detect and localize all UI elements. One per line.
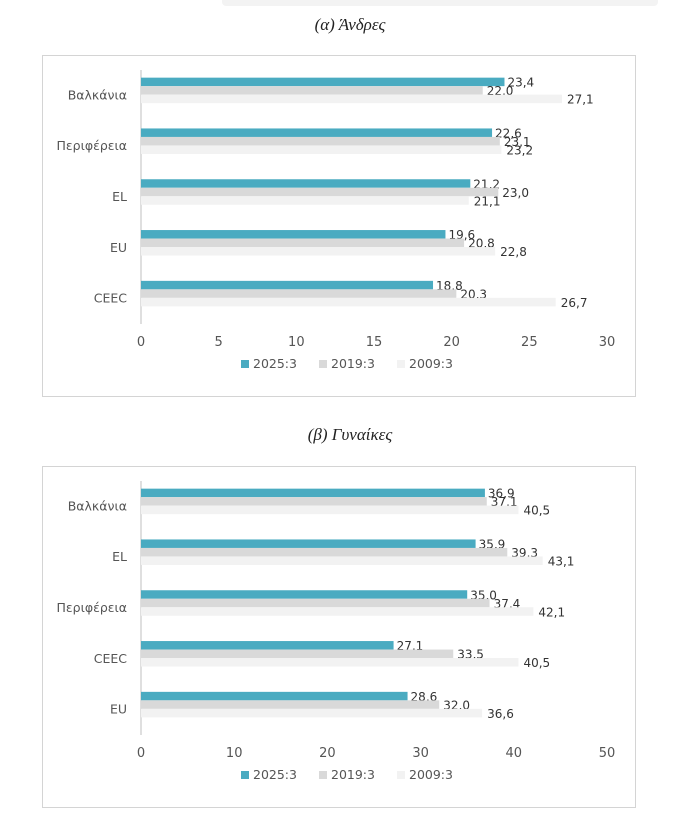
legend-swatch xyxy=(319,360,327,368)
category-label: EL xyxy=(112,189,127,204)
legend-entry: 2025:3 xyxy=(253,356,297,371)
data-label: 42,1 xyxy=(538,605,565,619)
category-label: Περιφέρεια xyxy=(57,600,127,615)
category-label: EU xyxy=(110,240,127,255)
legend-entry: 2025:3 xyxy=(253,767,297,782)
legend-entry: 2009:3 xyxy=(409,356,453,371)
bar-2009-3 xyxy=(141,658,519,667)
bar-2009-3 xyxy=(141,708,483,718)
data-label: 27,1 xyxy=(397,639,424,653)
bar-2009-3 xyxy=(141,196,469,205)
bar-2009-3 xyxy=(141,247,496,256)
data-label: 23,2 xyxy=(506,143,533,157)
category-label: Περιφέρεια xyxy=(57,138,127,153)
chart-title-men: (α) Άνδρες xyxy=(314,15,386,34)
legend-entry: 2019:3 xyxy=(331,767,375,782)
data-label: 36,6 xyxy=(487,707,514,721)
bar-2009-3 xyxy=(141,505,519,515)
chart-panel-men: 0 5 10 15 20 25 30 Βαλκάνια 23,4 22,0 27,1 Περιφέρε… xyxy=(42,55,636,397)
data-label: 33,5 xyxy=(457,648,484,662)
top-bar xyxy=(222,0,658,6)
legend-entry: 2019:3 xyxy=(331,356,375,371)
x-tick-label: 20 xyxy=(443,335,460,350)
legend-entry: 2009:3 xyxy=(409,767,453,782)
chart-women: 0 10 20 30 40 50Βαλκάνια36,937,140,5EL35,939,… xyxy=(57,481,616,782)
legend-swatch xyxy=(241,360,249,368)
bar-2019-3 xyxy=(141,238,465,248)
bar-2025-3 xyxy=(141,179,471,188)
x-tick-label: 20 xyxy=(319,746,336,761)
bar-2025-3 xyxy=(141,539,476,548)
bar-2025-3 xyxy=(141,280,434,290)
bar-2019-3 xyxy=(141,547,508,557)
bar-2025-3 xyxy=(141,488,485,498)
bar-2019-3 xyxy=(141,649,454,659)
bar-2025-3 xyxy=(141,641,394,650)
bar-2009-3 xyxy=(141,94,562,104)
bar-2019-3 xyxy=(141,136,500,146)
bar-2025-3 xyxy=(141,590,468,599)
chart-panel-women: 0 10 20 30 40 50 Βαλκάνια 36,9 37,1 40,5 EL 35,9 39,… xyxy=(42,466,636,808)
data-label: 23,4 xyxy=(507,76,534,90)
bar-2019-3 xyxy=(141,187,499,197)
bar-2009-3 xyxy=(141,145,502,154)
x-tick-label: 50 xyxy=(599,746,616,761)
category-label: Βαλκάνια xyxy=(68,498,127,513)
data-label: 23,0 xyxy=(502,186,529,200)
bar-2025-3 xyxy=(141,691,408,701)
x-tick-label: 15 xyxy=(366,335,383,350)
bar-2019-3 xyxy=(141,700,440,709)
bar-2025-3 xyxy=(141,230,446,239)
legend-swatch xyxy=(241,771,249,779)
legend-swatch xyxy=(319,771,327,779)
category-label: Βαλκάνια xyxy=(68,87,127,102)
x-tick-label: 30 xyxy=(599,335,616,350)
chart-men: 0 5 10 15 20 25 30Βαλκάνια23,422,027,1Περιφέρε… xyxy=(57,70,616,371)
data-label: 22,6 xyxy=(495,126,522,140)
x-tick-label: 5 xyxy=(215,335,223,350)
bar-2019-3 xyxy=(141,598,490,608)
bar-2009-3 xyxy=(141,607,534,616)
data-label: 37,1 xyxy=(491,495,518,509)
legend-swatch xyxy=(397,771,405,779)
x-tick-label: 0 xyxy=(137,335,145,350)
bar-2025-3 xyxy=(141,77,505,87)
x-tick-label: 10 xyxy=(288,335,305,350)
data-label: 23,1 xyxy=(504,135,531,149)
x-tick-label: 25 xyxy=(521,335,538,350)
chart-title-women: (β) Γυναίκες xyxy=(307,425,393,444)
data-label: 40,5 xyxy=(523,656,550,670)
data-label: 40,5 xyxy=(523,504,550,518)
bar-2019-3 xyxy=(141,497,487,506)
x-tick-label: 0 xyxy=(137,746,145,761)
category-label: CEEC xyxy=(94,291,128,306)
data-label: 21,1 xyxy=(474,194,501,208)
data-label: 43,1 xyxy=(548,554,575,568)
data-label: 27,1 xyxy=(567,93,594,107)
bar-2009-3 xyxy=(141,556,543,565)
bar-2009-3 xyxy=(141,297,556,307)
x-tick-label: 10 xyxy=(226,746,243,761)
data-label: 26,7 xyxy=(561,296,588,310)
category-label: EU xyxy=(110,702,127,717)
bar-2019-3 xyxy=(141,289,457,298)
bar-2025-3 xyxy=(141,128,493,137)
data-label: 28,6 xyxy=(411,690,438,704)
data-label: 32,0 xyxy=(443,698,470,712)
x-tick-label: 30 xyxy=(412,746,429,761)
data-label: 36,9 xyxy=(488,487,515,501)
category-label: CEEC xyxy=(94,651,128,666)
data-label: 22,8 xyxy=(500,245,527,259)
legend-swatch xyxy=(397,360,405,368)
x-tick-label: 40 xyxy=(506,746,523,761)
category-label: EL xyxy=(112,549,127,564)
bar-2019-3 xyxy=(141,86,483,95)
